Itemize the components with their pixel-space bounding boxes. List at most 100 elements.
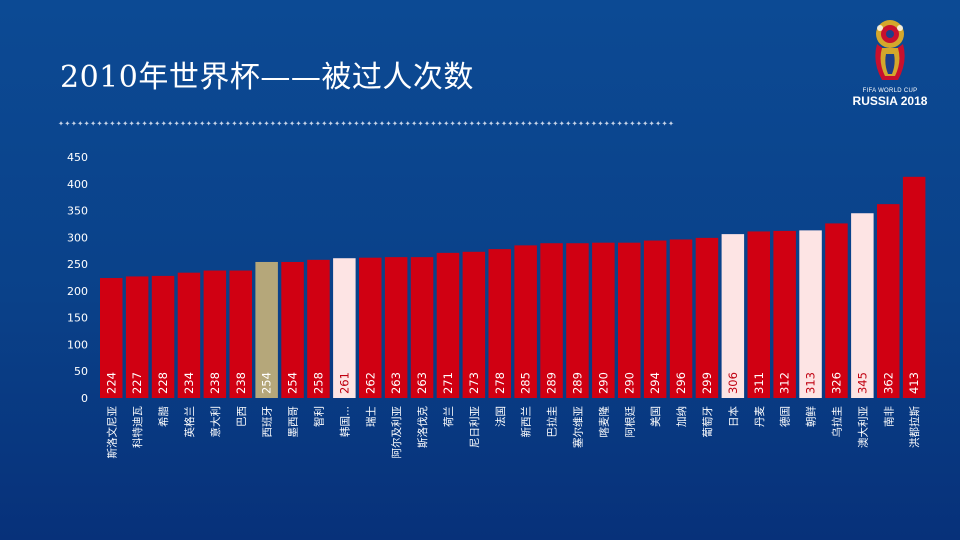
x-tick-label: 韩国... bbox=[338, 406, 351, 437]
data-label: 306 bbox=[726, 372, 740, 394]
bar bbox=[462, 251, 486, 398]
bar bbox=[747, 231, 770, 398]
logo-text: FIFA WORLD CUP RUSSIA 2018 bbox=[842, 88, 938, 108]
dotted-divider: ✦✦✦✦✦✦✦✦✦✦✦✦✦✦✦✦✦✦✦✦✦✦✦✦✦✦✦✦✦✦✦✦✦✦✦✦✦✦✦✦… bbox=[58, 118, 675, 129]
data-label: 294 bbox=[648, 372, 662, 394]
data-label: 289 bbox=[545, 372, 559, 394]
data-label: 278 bbox=[493, 372, 507, 394]
y-tick-label: 0 bbox=[81, 392, 88, 405]
data-label: 271 bbox=[441, 372, 455, 394]
y-tick-label: 100 bbox=[67, 338, 88, 351]
logo-line1: FIFA WORLD CUP bbox=[862, 88, 918, 94]
bar bbox=[618, 242, 641, 398]
bar bbox=[902, 176, 926, 398]
x-tick-label: 丹麦 bbox=[754, 406, 766, 427]
bar bbox=[877, 204, 900, 398]
y-tick-label: 250 bbox=[67, 258, 88, 271]
data-label: 258 bbox=[311, 372, 325, 394]
bar bbox=[851, 213, 874, 398]
x-tick-label: 塞尔维亚 bbox=[571, 406, 584, 448]
data-label: 263 bbox=[415, 372, 429, 394]
bar bbox=[514, 245, 537, 398]
x-tick-label: 美国 bbox=[649, 406, 662, 427]
bar bbox=[825, 223, 848, 398]
y-tick-label: 450 bbox=[67, 151, 88, 164]
bar bbox=[100, 278, 123, 398]
data-label: 224 bbox=[104, 372, 118, 394]
bar bbox=[125, 276, 149, 398]
data-label: 254 bbox=[260, 372, 274, 394]
x-tick-label: 阿尔及利亚 bbox=[390, 406, 403, 459]
data-label: 227 bbox=[130, 372, 144, 394]
bar bbox=[488, 249, 511, 398]
data-label: 311 bbox=[752, 372, 766, 394]
data-label: 285 bbox=[519, 372, 533, 394]
data-label: 312 bbox=[778, 372, 792, 394]
bar bbox=[177, 272, 201, 398]
bar bbox=[669, 239, 693, 398]
bar bbox=[436, 252, 460, 398]
x-tick-label: 法国 bbox=[494, 406, 507, 427]
bar-chart: 0 50 100 150 200 250 300 350 400 450 224 斯洛文尼亚 227 科特… bbox=[67, 151, 926, 459]
data-label: 261 bbox=[337, 372, 351, 394]
x-tick-label: 南非 bbox=[882, 406, 895, 427]
logo-line2: RUSSIA 2018 bbox=[852, 94, 928, 108]
y-tick-label: 150 bbox=[67, 312, 88, 325]
bar bbox=[307, 259, 330, 398]
data-label: 273 bbox=[467, 372, 481, 394]
bar bbox=[333, 258, 356, 398]
bar bbox=[255, 261, 278, 398]
data-label: 290 bbox=[622, 372, 636, 394]
data-label: 313 bbox=[804, 372, 818, 394]
x-tick-label: 瑞士 bbox=[364, 406, 377, 427]
data-label: 345 bbox=[855, 372, 869, 394]
data-label: 228 bbox=[156, 372, 170, 394]
x-tick-label: 科特迪瓦 bbox=[131, 406, 144, 448]
bar bbox=[359, 257, 382, 398]
y-tick-label: 50 bbox=[74, 365, 88, 378]
bar bbox=[695, 237, 719, 398]
x-tick-label: 尼日利亚 bbox=[469, 406, 481, 448]
x-tick-label: 洪都拉斯 bbox=[908, 406, 921, 448]
x-tick-label: 斯洛伐克 bbox=[416, 406, 429, 448]
x-tick-label: 巴西 bbox=[236, 406, 248, 427]
bar bbox=[799, 230, 822, 398]
data-label: 290 bbox=[596, 372, 610, 394]
x-tick-label: 墨西哥 bbox=[288, 406, 300, 438]
x-tick-label: 乌拉圭 bbox=[830, 406, 843, 438]
y-tick-label: 200 bbox=[67, 285, 88, 298]
data-label: 262 bbox=[363, 372, 377, 394]
bar bbox=[384, 257, 408, 398]
x-tick-label: 荷兰 bbox=[442, 406, 455, 427]
x-tick-label: 希腊 bbox=[157, 406, 170, 427]
bar bbox=[203, 270, 227, 398]
y-tick-label: 400 bbox=[67, 178, 88, 191]
data-label: 254 bbox=[286, 372, 300, 394]
bar bbox=[773, 230, 796, 398]
x-tick-label: 澳大利亚 bbox=[856, 406, 869, 448]
x-tick-label: 英格兰 bbox=[183, 406, 196, 438]
x-tick-label: 斯洛文尼亚 bbox=[105, 406, 118, 459]
slide-title: 2010年世界杯——被过人次数 bbox=[60, 60, 474, 95]
x-tick-label: 新西兰 bbox=[520, 406, 533, 438]
data-label: 296 bbox=[674, 372, 688, 394]
x-tick-label: 日本 bbox=[727, 406, 740, 427]
bar bbox=[592, 242, 615, 398]
bar bbox=[410, 257, 434, 398]
data-label: 238 bbox=[234, 372, 248, 394]
bar bbox=[281, 261, 304, 398]
y-tick-label: 350 bbox=[67, 205, 88, 218]
data-label: 299 bbox=[700, 372, 714, 394]
data-label: 362 bbox=[881, 372, 895, 394]
data-label: 234 bbox=[182, 372, 196, 394]
x-tick-label: 智利 bbox=[312, 406, 325, 427]
x-tick-label: 喀麦隆 bbox=[597, 406, 610, 438]
bar bbox=[566, 243, 589, 398]
world-cup-trophy-icon bbox=[875, 20, 905, 80]
bar bbox=[229, 270, 252, 398]
y-tick-label: 300 bbox=[67, 231, 88, 244]
x-tick-label: 意大利 bbox=[209, 406, 222, 438]
x-tick-label: 阿根廷 bbox=[623, 406, 636, 438]
x-tick-label: 加纳 bbox=[675, 406, 688, 427]
data-label: 326 bbox=[829, 372, 843, 394]
